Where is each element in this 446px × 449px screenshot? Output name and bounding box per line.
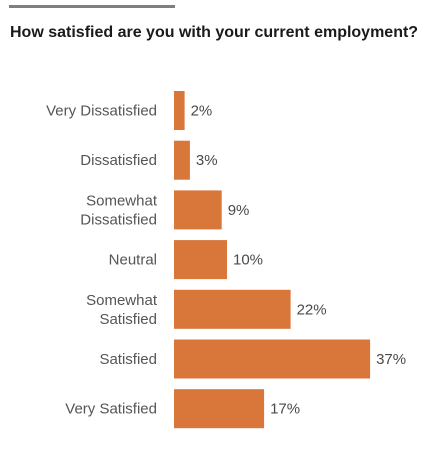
bar-very-dissatisfied: [174, 91, 185, 130]
value-label-very-satisfied: 17%: [270, 401, 300, 418]
bar-dissatisfied: [174, 140, 190, 180]
category-label-dissatisfied: Dissatisfied: [80, 152, 157, 169]
category-label-somewhat-dissatisfied: Somewhat Dissatisfied: [80, 192, 158, 228]
category-label-somewhat-satisfied: Somewhat Satisfied: [86, 292, 158, 328]
bar-somewhat-satisfied: [174, 289, 291, 329]
chart-title: How satisfied are you with your current …: [10, 24, 419, 41]
top-rule: [9, 5, 175, 8]
bar-neutral: [174, 240, 227, 280]
category-label-satisfied: Satisfied: [99, 351, 157, 368]
value-label-somewhat-dissatisfied: 9%: [228, 202, 250, 219]
category-label-neutral: Neutral: [109, 252, 157, 269]
bar-satisfied: [174, 339, 371, 379]
category-label-very-dissatisfied: Very Dissatisfied: [46, 103, 157, 120]
bar-somewhat-dissatisfied: [174, 190, 222, 230]
value-label-dissatisfied: 3%: [196, 152, 218, 169]
bar-very-satisfied: [174, 389, 265, 429]
value-label-somewhat-satisfied: 22%: [297, 301, 327, 318]
bars-layer: Very Dissatisfied 2% Dissatisfied 3% Somewha…: [46, 91, 406, 429]
value-label-satisfied: 37%: [376, 351, 406, 368]
value-label-neutral: 10%: [233, 252, 263, 269]
category-label-very-satisfied: Very Satisfied: [65, 401, 157, 418]
value-label-very-dissatisfied: 2%: [191, 103, 213, 120]
